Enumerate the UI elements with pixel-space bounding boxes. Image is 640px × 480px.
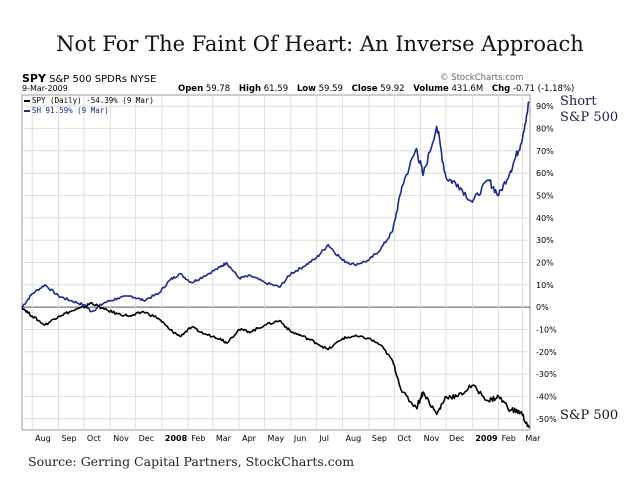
y-tick-label: 20% (536, 259, 554, 268)
ticker-header: SPY S&P 500 SPDRs NYSE (22, 72, 156, 85)
series-line-sh (21, 101, 530, 313)
legend-swatch-sh (24, 110, 30, 112)
close-label: Close (351, 84, 378, 94)
quote-date: 9-Mar-2009 (22, 84, 68, 93)
x-tick-label: Jun (293, 434, 307, 443)
y-tick-label: 70% (536, 147, 554, 156)
x-tick-label: Feb (191, 434, 205, 443)
y-tick-label: -20% (536, 348, 557, 357)
y-tick-label: -40% (536, 393, 557, 402)
volume-label: Volume (413, 84, 449, 94)
y-tick-label: 10% (536, 281, 554, 290)
x-tick-label: Aug (346, 434, 362, 443)
x-tick-label: Nov (424, 434, 440, 443)
x-tick-label: Jul (318, 434, 329, 443)
x-tick-label: Mar (525, 434, 541, 443)
legend-label-sh: SH 91.59% (9 Mar) (32, 106, 109, 115)
close-value: 59.92 (380, 84, 405, 94)
series-line-spy (21, 301, 530, 429)
open-label: Open (178, 84, 204, 94)
chg-value: -0.71 (-1.18%) (512, 84, 575, 94)
open-value: 59.78 (205, 84, 231, 94)
short-label-line2: S&P 500 (560, 110, 619, 125)
quote-bar: Open 59.78 High 61.59 Low 59.59 Close 59… (178, 84, 580, 94)
y-tick-label: -50% (536, 415, 557, 424)
sp500-label: S&P 500 (560, 408, 619, 423)
low-value: 59.59 (318, 84, 343, 94)
high-label: High (238, 84, 262, 94)
y-tick-label: 50% (536, 192, 554, 201)
chart-legend: SPY (Daily) -54.39% (9 Mar) SH 91.59% (9… (24, 96, 154, 116)
high-value: 61.59 (263, 84, 289, 94)
short-sp500-label: Short S&P 500 (560, 94, 618, 126)
x-tick-label: Dec (449, 434, 464, 443)
x-tick-label: Mar (216, 434, 232, 443)
x-tick-label: Oct (397, 434, 411, 443)
y-tick-label: 60% (536, 169, 554, 178)
y-tick-label: 0% (536, 303, 549, 312)
y-tick-label: -30% (536, 370, 557, 379)
y-tick-label: 80% (536, 125, 554, 134)
volume-value: 431.6M (451, 84, 484, 94)
legend-label-spy: SPY (Daily) -54.39% (9 Mar) (32, 96, 154, 105)
legend-swatch-spy (24, 100, 30, 102)
x-tick-label: 2009 (475, 434, 498, 443)
x-tick-label: Dec (139, 434, 154, 443)
chg-label: Chg (491, 84, 511, 94)
stockcharts-mark: © StockCharts.com (440, 73, 524, 83)
x-tick-label: Feb (502, 434, 516, 443)
x-tick-label: Aug (35, 434, 51, 443)
legend-item-spy: SPY (Daily) -54.39% (9 Mar) (24, 96, 154, 106)
x-tick-label: Apr (242, 434, 257, 443)
x-tick-label: Sep (372, 434, 387, 443)
y-tick-label: 30% (536, 236, 554, 245)
chart-title: Not For The Faint Of Heart: An Inverse A… (56, 32, 584, 56)
x-tick-label: Nov (113, 434, 129, 443)
x-tick-label: 2008 (165, 434, 188, 443)
x-tick-label: Sep (61, 434, 76, 443)
low-label: Low (296, 84, 316, 94)
short-label-line1: Short (560, 94, 597, 109)
y-tick-label: 40% (536, 214, 554, 223)
source-note: Source: Gerring Capital Partners, StockC… (28, 454, 355, 469)
x-tick-label: Oct (87, 434, 101, 443)
legend-item-sh: SH 91.59% (9 Mar) (24, 106, 154, 116)
ticker-symbol: SPY (22, 72, 46, 85)
x-tick-label: May (268, 434, 285, 443)
ticker-name: S&P 500 SPDRs NYSE (49, 74, 157, 85)
y-tick-label: -10% (536, 326, 557, 335)
y-tick-label: 90% (536, 102, 554, 111)
